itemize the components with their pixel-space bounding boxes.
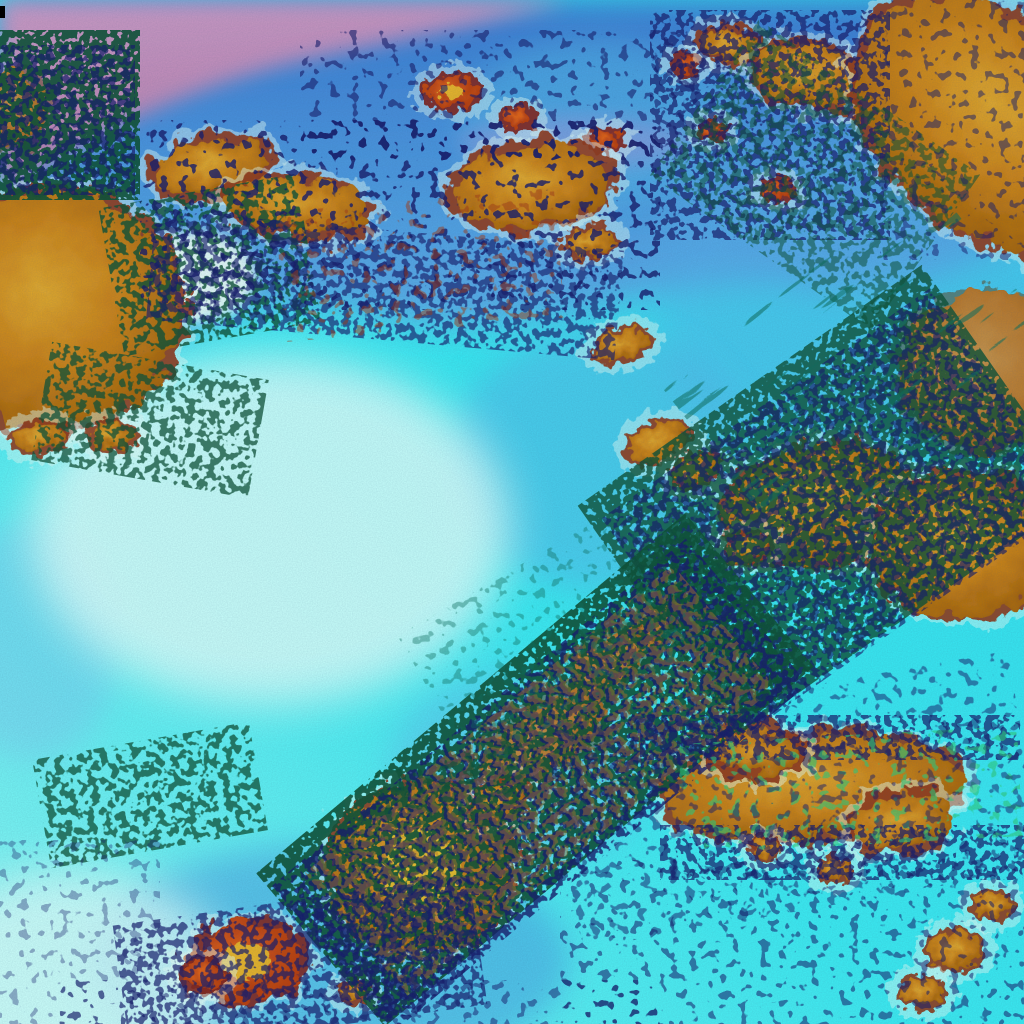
edge-artifact bbox=[0, 6, 5, 18]
